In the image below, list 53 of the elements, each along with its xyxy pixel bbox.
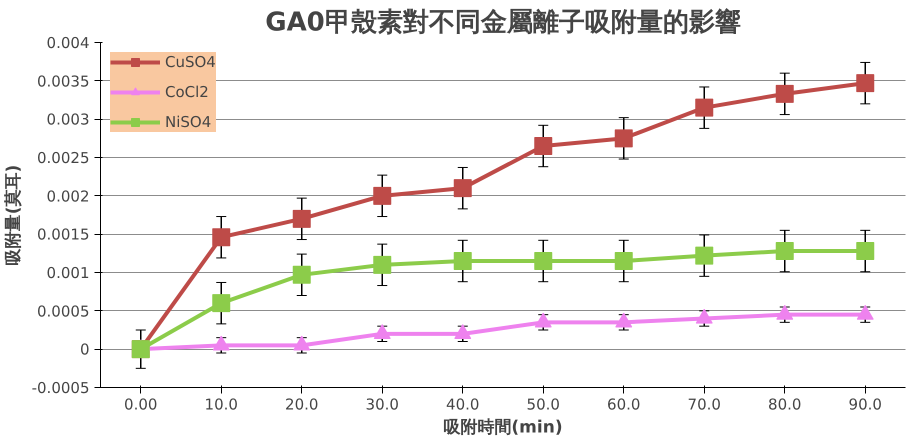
y-tick-label: 0.002 bbox=[46, 187, 90, 206]
legend-label: CuSO4 bbox=[165, 53, 216, 71]
x-tick-label: 20.0 bbox=[285, 396, 318, 414]
point bbox=[776, 84, 794, 103]
point bbox=[614, 252, 633, 270]
chart-title: GA0甲殼素對不同金屬離子吸附量的影響 bbox=[265, 8, 741, 38]
point bbox=[374, 324, 391, 339]
point bbox=[856, 74, 874, 92]
y-tick-label: 0.004 bbox=[46, 34, 90, 52]
point bbox=[212, 336, 230, 350]
x-axis-title: 吸附時間(min) bbox=[443, 418, 563, 438]
x-tick-label: 10.0 bbox=[204, 396, 238, 414]
point bbox=[776, 242, 794, 260]
point bbox=[454, 179, 472, 198]
x-tick-label: 60.0 bbox=[607, 396, 640, 414]
point bbox=[856, 304, 874, 320]
point bbox=[212, 228, 230, 246]
point bbox=[614, 129, 633, 148]
legend-label: NiSO4 bbox=[165, 113, 212, 131]
y-tick-label: 0.003 bbox=[46, 110, 90, 129]
point bbox=[696, 308, 713, 324]
point bbox=[856, 242, 874, 260]
point bbox=[695, 98, 714, 117]
y-tick-label: 0.0035 bbox=[37, 72, 90, 90]
legend-label: CoCl2 bbox=[165, 83, 209, 101]
point bbox=[454, 324, 472, 339]
y-axis-title: 吸附量(莫耳) bbox=[4, 164, 24, 266]
point bbox=[454, 252, 472, 270]
y-tick-label: -0.0005 bbox=[32, 379, 90, 397]
point bbox=[534, 312, 552, 328]
point bbox=[212, 294, 230, 312]
x-tick-label: 30.0 bbox=[366, 396, 399, 414]
x-tick-label: 90.0 bbox=[848, 396, 882, 414]
y-tick-label: 0.0005 bbox=[37, 302, 90, 320]
x-tick-label: 40.0 bbox=[446, 396, 480, 414]
x-tick-label: 70.0 bbox=[688, 396, 721, 414]
point bbox=[534, 252, 552, 270]
point bbox=[373, 186, 392, 205]
y-tick-label: 0.001 bbox=[46, 264, 90, 282]
point bbox=[292, 266, 311, 284]
point bbox=[373, 256, 392, 274]
y-tick-label: 0.0025 bbox=[37, 149, 90, 167]
point bbox=[695, 246, 714, 265]
y-tick-label: 0 bbox=[80, 340, 90, 359]
y-tick-label: 0.0015 bbox=[37, 226, 90, 244]
x-tick-label: 80.0 bbox=[768, 396, 802, 414]
point bbox=[292, 210, 311, 228]
point bbox=[293, 336, 310, 350]
x-tick-label: 50.0 bbox=[526, 396, 560, 414]
point bbox=[534, 137, 552, 155]
point bbox=[615, 312, 632, 328]
x-tick-label: 0.00 bbox=[124, 396, 158, 414]
point bbox=[776, 304, 794, 320]
